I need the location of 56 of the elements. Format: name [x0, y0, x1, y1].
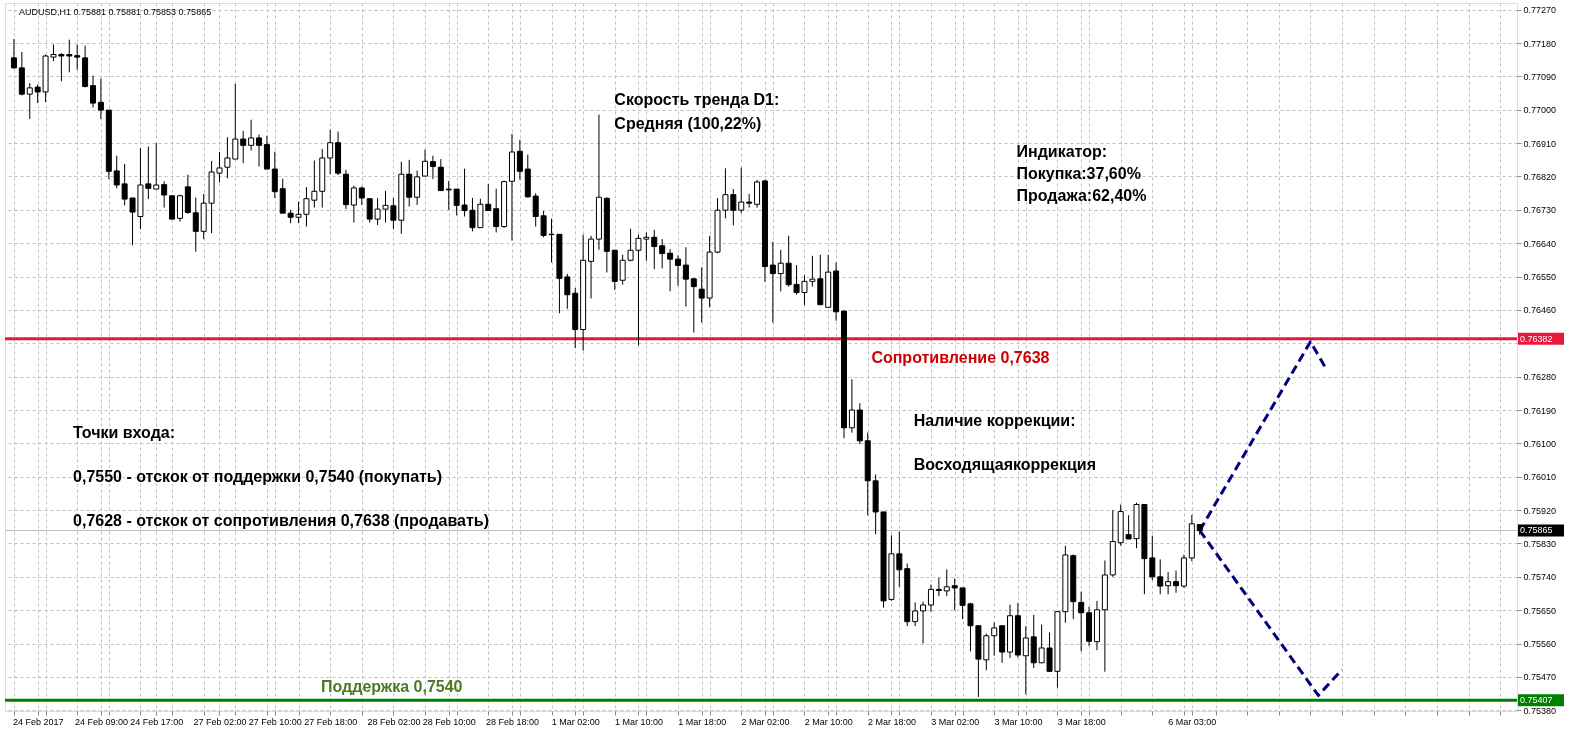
x-tick-label: 28 Feb 18:00: [485, 716, 540, 727]
y-tick-label: 0.75920: [1523, 505, 1557, 516]
y-tick-label: 0.76550: [1523, 272, 1557, 283]
annotation: Продажа:62,40%: [1016, 186, 1147, 204]
ref-line-label: 0.76382: [1520, 333, 1553, 344]
y-tick-label: 0.77270: [1523, 5, 1557, 16]
y-tick-label: 0.76910: [1523, 138, 1557, 149]
annotation: Средняя (100,22%): [614, 115, 762, 133]
annotation: Индикатор:: [1016, 142, 1108, 160]
x-tick-label: 1 Mar 18:00: [678, 716, 727, 727]
x-tick-label: 1 Mar 02:00: [551, 716, 600, 727]
ref-line-label: 0.75407: [1520, 695, 1553, 706]
annotation: 0,7550 - отскок от поддержки 0,7540 (покупать): [73, 468, 443, 486]
y-tick-label: 0.76730: [1523, 205, 1557, 216]
annotation: Сопротивление 0,7638: [871, 348, 1050, 366]
y-tick-label: 0.76280: [1523, 372, 1557, 383]
annotation: 0,7628 - отскок от сопротивления 0,7638 (продавать): [73, 511, 489, 529]
annotation: Поддержка 0,7540: [321, 677, 463, 695]
x-tick-label: 3 Mar 18:00: [1057, 716, 1106, 727]
y-tick-label: 0.77090: [1523, 71, 1557, 82]
x-tick-label: 3 Mar 10:00: [994, 716, 1043, 727]
annotation: Восходящаякоррекция: [913, 455, 1097, 473]
x-tick-label: 27 Feb 02:00: [193, 716, 247, 727]
x-tick-label: 24 Feb 09:00: [74, 716, 128, 727]
y-tick-label: 0.75380: [1523, 705, 1557, 716]
y-tick-label: 0.75470: [1523, 672, 1557, 683]
x-tick-label: 27 Feb 18:00: [304, 716, 358, 727]
y-tick-label: 0.76460: [1523, 305, 1557, 316]
x-tick-label: 6 Mar 03:00: [1168, 716, 1217, 727]
y-tick-label: 0.76100: [1523, 438, 1557, 449]
y-tick-label: 0.76820: [1523, 171, 1557, 182]
y-tick-label: 0.75740: [1523, 572, 1557, 583]
x-tick-label: 2 Mar 18:00: [867, 716, 916, 727]
x-tick-label: 3 Mar 02:00: [931, 716, 980, 727]
annotation: Скорость тренда D1:: [614, 91, 780, 108]
y-tick-label: 0.75650: [1523, 605, 1557, 616]
x-tick-label: 2 Mar 10:00: [804, 716, 853, 727]
y-tick-label: 0.76010: [1523, 472, 1557, 483]
x-tick-label: 24 Feb 2017: [12, 716, 64, 727]
x-tick-label: 28 Feb 02:00: [367, 716, 421, 727]
y-tick-label: 0.75830: [1523, 538, 1557, 549]
x-tick-label: 28 Feb 10:00: [422, 716, 476, 727]
y-tick-label: 0.77000: [1523, 105, 1557, 116]
annotation: Наличие коррекции:: [913, 411, 1076, 429]
y-tick-label: 0.77180: [1523, 38, 1557, 49]
chart-title: AUDUSD,H1 0.75881 0.75881 0.75853 0.75865: [19, 7, 212, 17]
y-tick-label: 0.76190: [1523, 405, 1557, 416]
x-tick-label: 27 Feb 10:00: [248, 716, 302, 727]
y-tick-label: 0.76640: [1523, 238, 1557, 249]
annotation: Точки входа:: [73, 424, 176, 442]
annotation: Покупка:37,60%: [1016, 164, 1141, 182]
x-tick-label: 1 Mar 10:00: [614, 716, 663, 727]
x-tick-label: 24 Feb 17:00: [130, 716, 184, 727]
x-tick-label: 2 Mar 02:00: [741, 716, 790, 727]
ref-line-label: 0.75865: [1520, 525, 1553, 536]
y-tick-label: 0.75560: [1523, 639, 1557, 650]
